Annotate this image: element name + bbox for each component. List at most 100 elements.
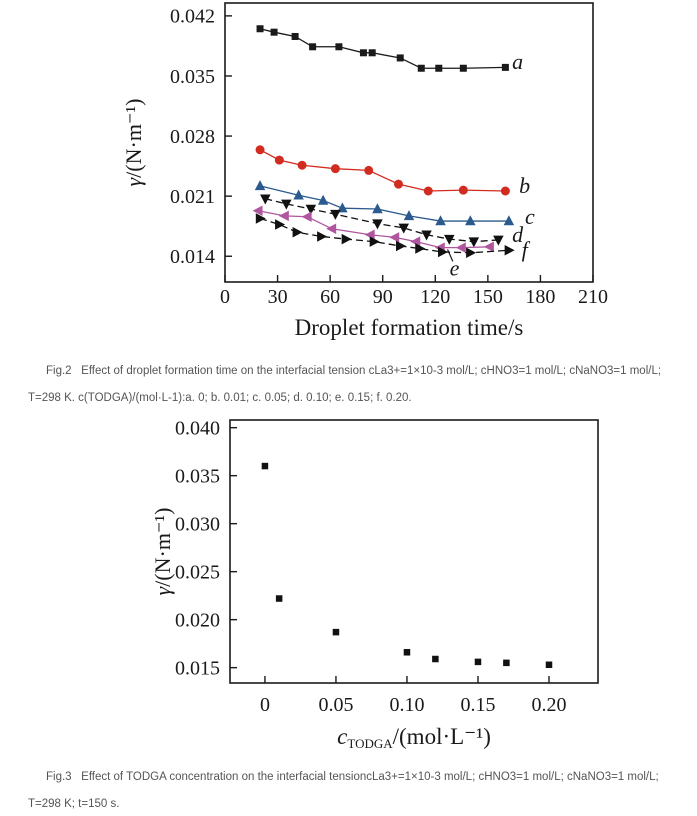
data-point-marker	[466, 247, 477, 259]
data-point-marker	[468, 237, 480, 248]
x-tick-label: 60	[320, 286, 340, 308]
series-b	[255, 145, 510, 196]
data-point-marker	[369, 236, 380, 247]
data-point-marker	[458, 185, 468, 195]
data-point-marker	[395, 240, 406, 252]
data-point-marker	[417, 64, 425, 72]
data-point-marker	[410, 236, 421, 247]
y-tick-label: 0.042	[170, 6, 215, 28]
series-line	[259, 149, 506, 192]
y-tick-label: 0.025	[175, 561, 220, 583]
data-point-marker	[274, 155, 284, 165]
series-line	[259, 28, 506, 69]
x-tick-label: 210	[578, 286, 608, 308]
data-point-marker	[415, 243, 426, 254]
x-axis-title: Droplet formation time/s	[295, 315, 524, 340]
series-line	[265, 198, 499, 243]
data-point-marker	[281, 199, 292, 210]
data-point-marker	[293, 189, 304, 200]
x-tick-label: 0	[220, 286, 230, 308]
data-point-marker	[483, 241, 494, 253]
data-point-marker	[254, 180, 266, 191]
y-tick-label: 0.035	[170, 66, 215, 88]
data-point-marker	[301, 211, 312, 223]
series-d	[260, 194, 504, 248]
series-line	[258, 210, 490, 249]
data-point-marker	[275, 219, 286, 230]
data-point-marker	[432, 655, 439, 663]
data-point-marker	[493, 235, 504, 246]
y-tick-label: 0.020	[175, 609, 220, 631]
x-tick-label: 30	[268, 286, 288, 308]
data-point-marker	[364, 229, 375, 241]
data-point-marker	[278, 210, 289, 222]
series-label-f: f	[522, 237, 531, 262]
data-point-marker	[398, 223, 409, 234]
data-point-marker	[330, 209, 341, 220]
data-point-marker	[444, 234, 455, 245]
data-point-marker	[255, 145, 265, 155]
data-point-marker	[372, 203, 383, 214]
data-point-marker	[270, 28, 278, 36]
data-point-marker	[309, 43, 317, 51]
series-a	[256, 25, 509, 72]
data-point-marker	[389, 232, 400, 243]
y-tick-label: 0.028	[170, 126, 215, 148]
data-point-marker	[364, 165, 374, 175]
series-c	[254, 180, 515, 226]
series-label-d: d	[512, 222, 524, 247]
data-point-marker	[503, 215, 515, 226]
data-point-marker	[403, 649, 411, 656]
x-tick-label: 120	[420, 286, 450, 308]
y-tick-label: 0.014	[170, 246, 215, 268]
y-tick-label: 0.015	[175, 657, 220, 679]
y-tick-label: 0.030	[175, 513, 220, 535]
plot-frame	[229, 419, 599, 684]
y-tick-label: 0.040	[175, 417, 220, 439]
data-point-marker	[261, 462, 269, 470]
x-tick-label: 180	[525, 286, 555, 308]
series-label-c: c	[525, 204, 535, 229]
x-tick-label: 90	[373, 286, 393, 308]
data-point-marker	[317, 231, 328, 242]
data-point-marker	[403, 210, 415, 221]
data-point-marker	[455, 242, 466, 253]
data-point-marker	[256, 25, 264, 33]
x-axis-title: cTODGA/(mol·L⁻¹)	[337, 724, 491, 751]
data-point-marker	[396, 54, 404, 62]
data-point-marker	[326, 223, 337, 235]
data-point-marker	[291, 32, 299, 40]
data-point-marker	[359, 49, 367, 57]
series-gamma-vs-cTODGA	[261, 462, 553, 669]
y-tick-label: 0.035	[175, 465, 220, 487]
x-tick-label: 0.15	[460, 694, 495, 716]
data-point-marker	[337, 202, 348, 213]
data-point-marker	[332, 628, 340, 636]
data-point-marker	[275, 595, 283, 602]
series-f	[255, 213, 515, 259]
data-point-marker	[423, 186, 433, 196]
plot-frame	[224, 2, 594, 283]
data-point-marker	[474, 658, 482, 666]
data-point-marker	[500, 186, 510, 196]
data-point-marker	[330, 164, 340, 174]
data-point-marker	[435, 215, 446, 226]
data-point-marker	[421, 230, 432, 241]
data-point-marker	[545, 661, 553, 669]
annotation-leader-line	[447, 249, 454, 262]
fig2-droplet-time-chart: 0 30 60 90 120 150 180 210 0.014 0.021 0.028 0.035 0…	[121, 2, 608, 340]
data-point-marker	[501, 63, 509, 71]
data-point-marker	[438, 246, 449, 258]
fig3-todga-concentration-chart: 0 0.05 0.10 0.15 0.20 0.015 0.020 0.025 0.030 0.0…	[150, 417, 599, 751]
x-tick-label: 0	[260, 694, 270, 716]
series-label-a: a	[512, 49, 523, 74]
data-point-marker	[393, 179, 403, 189]
data-point-marker	[297, 160, 307, 170]
series-label-b: b	[519, 173, 530, 198]
data-point-marker	[260, 194, 271, 205]
y-axis-title: γ/(N·m⁻¹)	[150, 508, 175, 596]
x-tick-label: 0.05	[318, 694, 353, 716]
data-point-marker	[335, 43, 343, 51]
data-point-marker	[459, 64, 467, 72]
data-point-marker	[305, 204, 317, 215]
